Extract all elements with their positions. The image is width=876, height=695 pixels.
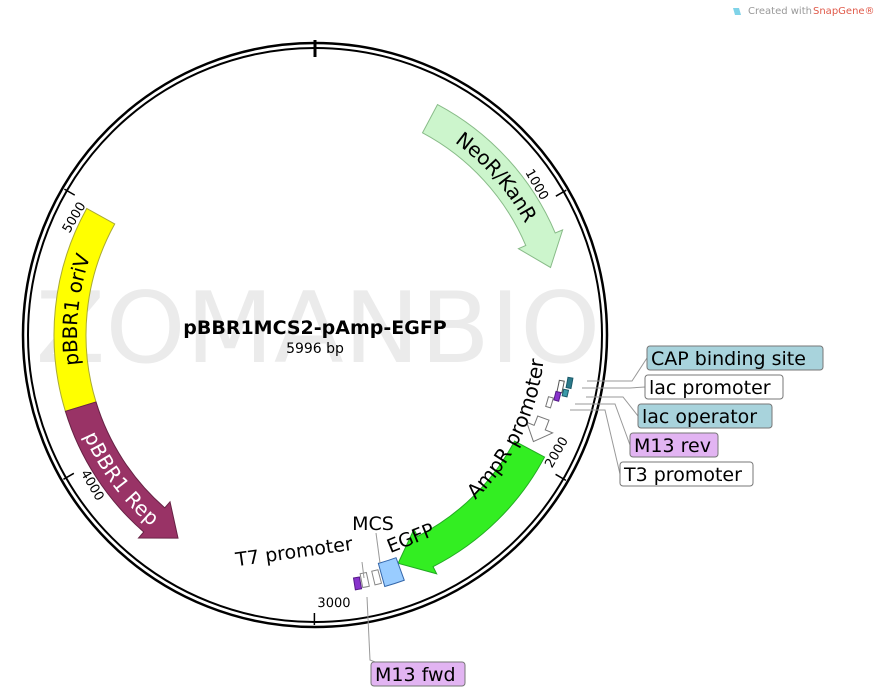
- brand: SnapGene®: [813, 6, 875, 17]
- callout-label: lac operator: [642, 406, 757, 428]
- feature-shape: [421, 103, 564, 269]
- callout-line: [587, 357, 648, 382]
- callout-box: [637, 403, 773, 429]
- feature-label: T7 promoter: [233, 533, 354, 571]
- callout-box: [370, 661, 466, 687]
- feature-shape: [371, 569, 383, 586]
- callout-line: [586, 396, 639, 417]
- callout-label: M13 fwd: [375, 664, 456, 686]
- feature-shape: [359, 571, 370, 589]
- feature-shape: [565, 376, 574, 390]
- callout-box: [644, 374, 784, 400]
- credit: Created with SnapGene®: [733, 6, 875, 17]
- plasmid-name: pBBR1MCS2-pAmp-EGFP: [183, 317, 447, 339]
- feature-shape: [525, 415, 554, 443]
- callout-line: [361, 561, 365, 579]
- callout-label: M13 rev: [634, 435, 711, 457]
- callout-label: lac promoter: [649, 377, 771, 399]
- plasmid-length: 5996 bp: [286, 341, 344, 357]
- feature-shape: [64, 401, 179, 539]
- callout-box: [619, 461, 754, 487]
- feature-ampr: [397, 440, 546, 575]
- feature-shape: [553, 390, 562, 402]
- callout-line: [570, 409, 621, 475]
- tick-mark: [63, 188, 76, 196]
- callout-line: [582, 386, 646, 389]
- feature-shape: [561, 388, 570, 398]
- feature-shape: [352, 576, 363, 591]
- tick-mark: [63, 472, 75, 480]
- callout-line: [366, 596, 376, 663]
- feature-shape: [377, 557, 405, 588]
- callout-box: [646, 345, 824, 371]
- callout-label: CAP binding site: [651, 348, 806, 370]
- tick-mark: [555, 473, 567, 481]
- callout-box: [629, 432, 719, 458]
- callout-line: [575, 403, 631, 446]
- credit-text: Created with: [748, 6, 812, 17]
- feature-shape: [53, 207, 116, 412]
- callout-line: [375, 532, 381, 564]
- tick-mark: [555, 189, 567, 197]
- callout-label: T3 promoter: [623, 464, 742, 486]
- feature-label: MCS: [352, 513, 394, 535]
- feature-shape: [545, 396, 554, 409]
- tick-label: 2000: [542, 435, 572, 471]
- logo: [733, 8, 741, 15]
- tick-label: 3000: [317, 596, 350, 611]
- watermark: ZOMANBIO: [36, 272, 601, 386]
